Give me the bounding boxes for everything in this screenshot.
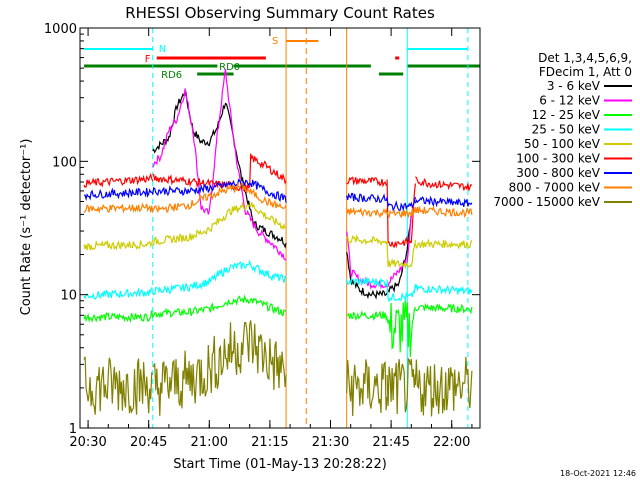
x-tick-label: 20:45 (130, 435, 167, 450)
series-line (414, 284, 473, 296)
legend-entry: 3 - 6 keV (547, 79, 601, 93)
series-line (414, 205, 473, 219)
legend: Det 1,3,4,5,6,9,FDecim 1, Att 03 - 6 keV… (493, 51, 632, 209)
series-line (386, 240, 416, 270)
series-line (414, 302, 473, 315)
series-line (414, 356, 473, 417)
footer-timestamp: 18-Oct-2021 12:46 (560, 469, 636, 478)
y-tick-label: 100 (52, 155, 77, 170)
series-line (346, 176, 388, 188)
series-line (346, 276, 388, 288)
series-line (152, 153, 287, 193)
y-axis-label: Count Rate (s⁻¹ detector⁻¹) (19, 139, 34, 316)
series-line (152, 178, 287, 203)
series-line (386, 212, 412, 294)
series-line (152, 320, 287, 416)
legend-entry: 6 - 12 keV (539, 94, 601, 108)
plot-frame (79, 27, 481, 429)
legend-header: FDecim 1, Att 0 (539, 65, 632, 79)
series-line (83, 356, 154, 415)
y-axis-ticks: 1 10 100 1000 (44, 22, 480, 437)
x-axis-label: Start Time (01-May-13 20:28:22) (173, 457, 387, 472)
series-line (346, 192, 388, 204)
flag-label: F (145, 54, 151, 65)
legend-entry: 7000 - 15000 keV (493, 195, 600, 209)
y-tick-label: 1000 (44, 22, 77, 37)
series-line (386, 179, 416, 249)
series-lines (83, 68, 473, 417)
series-line (414, 195, 473, 208)
legend-entry: 25 - 50 keV (532, 123, 601, 137)
series-line (152, 68, 287, 261)
series-line (83, 172, 154, 188)
series-line (152, 201, 287, 246)
series-line (386, 300, 416, 357)
flag-label: RD0 (219, 62, 240, 73)
series-line (152, 259, 287, 296)
x-tick-label: 22:00 (433, 435, 470, 450)
series-line (386, 215, 412, 288)
x-tick-label: 21:15 (251, 435, 288, 450)
x-tick-label: 21:30 (312, 435, 349, 450)
series-line (386, 196, 416, 212)
legend-entry: 12 - 25 keV (532, 108, 601, 122)
series-line (346, 310, 388, 322)
series-line (346, 359, 388, 417)
flag-label: S (272, 36, 278, 47)
legend-header: Det 1,3,4,5,6,9, (538, 51, 632, 65)
orbit-lines (152, 28, 469, 428)
y-tick-label: 1 (69, 422, 77, 437)
series-line (386, 206, 416, 219)
chart-title: RHESSI Observing Summary Count Rates (125, 4, 435, 22)
x-tick-label: 20:30 (69, 435, 106, 450)
series-line (346, 252, 388, 300)
series-line (346, 233, 388, 247)
legend-entry: 300 - 800 keV (516, 166, 600, 180)
legend-entry: 800 - 7000 keV (509, 181, 601, 195)
legend-entry: 100 - 300 keV (516, 152, 600, 166)
series-line (386, 357, 416, 415)
y-tick-label: 10 (60, 289, 77, 304)
x-tick-label: 21:00 (191, 435, 228, 450)
series-line (386, 279, 416, 303)
series-line (83, 310, 154, 323)
x-axis-ticks: 20:30 20:45 21:00 21:15 21:30 21:45 22:00 (69, 28, 473, 450)
legend-entry: 50 - 100 keV (524, 137, 601, 151)
series-line (152, 182, 287, 214)
series-line (346, 206, 388, 219)
series-line (414, 238, 473, 250)
series-line (83, 187, 154, 202)
series-line (83, 202, 154, 214)
series-line (152, 294, 287, 319)
flag-bars: NF RD0 RD6 S (84, 36, 480, 81)
x-tick-label: 21:45 (372, 435, 409, 450)
series-line (83, 287, 153, 300)
flag-label: N (159, 44, 166, 55)
series-line (83, 239, 154, 251)
series-line (414, 176, 473, 191)
flag-label: RD6 (161, 70, 182, 81)
